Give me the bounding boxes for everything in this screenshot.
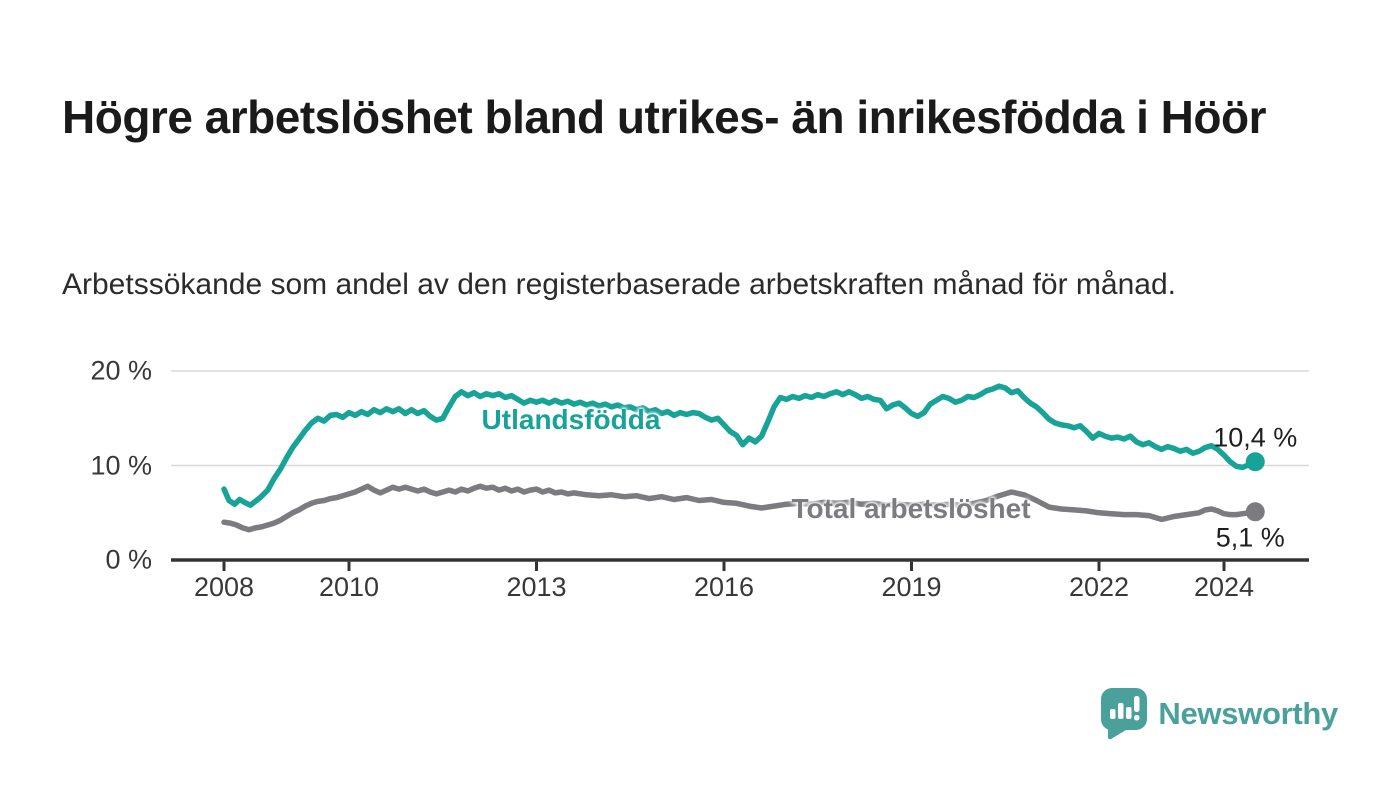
series-end-value-label: 5,1 %	[1215, 522, 1285, 553]
series-inline-label: Utlandsfödda	[481, 404, 661, 435]
bar-chart-speech-bubble-icon	[1101, 688, 1148, 740]
brand-name: Newsworthy	[1158, 696, 1338, 731]
x-axis	[171, 558, 1309, 571]
x-axis-label: 2024	[1193, 572, 1255, 602]
y-axis-label: 20 %	[90, 355, 152, 386]
y-axis-label: 10 %	[90, 450, 152, 480]
x-axis-label: 2016	[693, 572, 755, 602]
x-axis-label: 2022	[1068, 572, 1130, 602]
series-line	[221, 383, 1259, 508]
series-end-dot	[1245, 452, 1265, 472]
chart-subtitle: Arbetssökande som andel av den registerb…	[62, 268, 1176, 301]
series-line	[221, 483, 1259, 533]
data-series	[221, 383, 1265, 533]
newsworthy-logo: Newsworthy	[1101, 688, 1338, 740]
series-inline-label: Total arbetslöshet	[791, 493, 1031, 524]
gridlines	[171, 370, 1309, 467]
series-end-dot	[1245, 502, 1265, 522]
x-axis-label: 2019	[881, 572, 942, 602]
page-title: Högre arbetslöshet bland utrikes- än inr…	[62, 90, 1267, 143]
series-end-value-label: 10,4 %	[1213, 422, 1298, 453]
y-axis-label: 0 %	[105, 544, 152, 575]
x-axis-label: 2008	[193, 572, 255, 602]
x-axis-label: 2013	[506, 572, 567, 602]
x-axis-label: 2010	[318, 572, 380, 602]
